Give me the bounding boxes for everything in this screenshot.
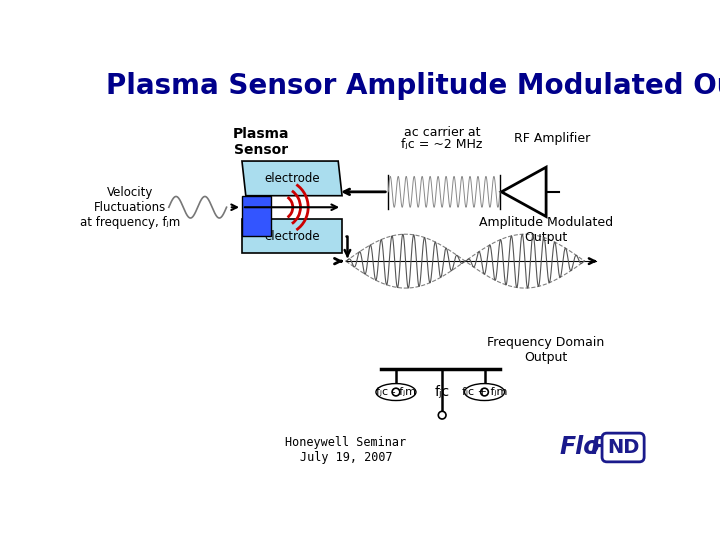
Text: fⱼc: fⱼc <box>435 385 450 399</box>
Text: electrode: electrode <box>264 230 320 242</box>
Text: ac carrier at: ac carrier at <box>404 126 480 139</box>
Circle shape <box>438 411 446 419</box>
Text: Flow: Flow <box>560 435 622 460</box>
Circle shape <box>392 388 400 396</box>
Text: RF Amplifier: RF Amplifier <box>514 132 590 145</box>
Text: electrode: electrode <box>264 172 320 185</box>
Text: fⱼc + fⱼm: fⱼc + fⱼm <box>462 387 507 397</box>
Ellipse shape <box>464 383 505 401</box>
Text: fⱼc - fⱼm: fⱼc - fⱼm <box>376 387 416 397</box>
Text: ND: ND <box>607 438 639 457</box>
Text: Plasma Sensor Amplitude Modulated Output: Plasma Sensor Amplitude Modulated Output <box>106 72 720 100</box>
Text: fⱼc = ~2 MHz: fⱼc = ~2 MHz <box>402 138 483 151</box>
Polygon shape <box>501 167 546 217</box>
Text: Honeywell Seminar
July 19, 2007: Honeywell Seminar July 19, 2007 <box>285 436 407 464</box>
Text: Amplitude Modulated
Output: Amplitude Modulated Output <box>479 217 613 244</box>
Polygon shape <box>242 161 342 195</box>
Text: Frequency Domain
Output: Frequency Domain Output <box>487 336 605 364</box>
Circle shape <box>481 388 488 396</box>
Text: Velocity
Fluctuations
at frequency, fⱼm: Velocity Fluctuations at frequency, fⱼm <box>80 186 181 229</box>
Bar <box>242 195 271 236</box>
Polygon shape <box>242 219 342 253</box>
Ellipse shape <box>376 383 416 401</box>
Text: Plasma
Sensor: Plasma Sensor <box>233 127 289 157</box>
Text: PAC: PAC <box>590 435 641 460</box>
